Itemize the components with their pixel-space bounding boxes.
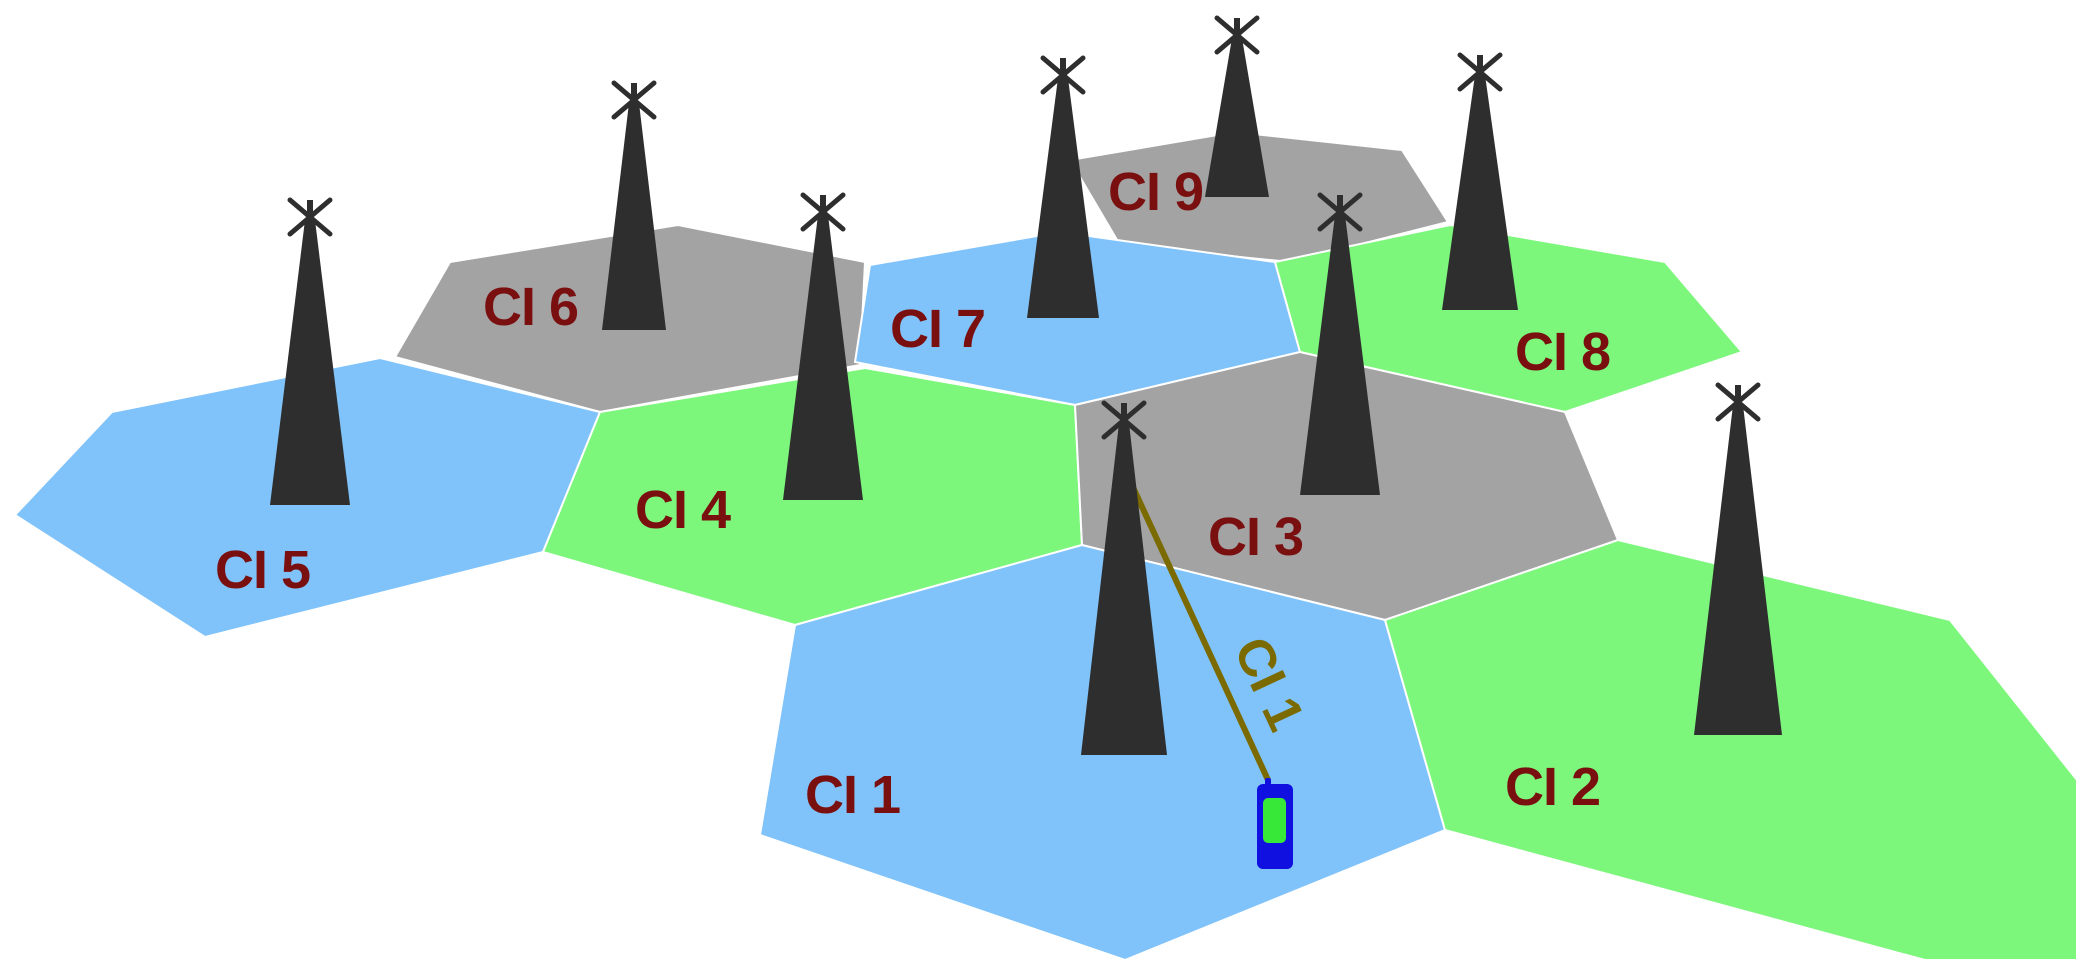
mobile-phone-icon bbox=[1257, 778, 1293, 869]
cell-tower-icon bbox=[270, 197, 350, 505]
cell-tower-icon bbox=[1300, 192, 1380, 495]
cell-label-ci8: CI 8 bbox=[1515, 322, 1610, 382]
cell-ci2 bbox=[1383, 538, 2077, 960]
cell-label-ci6: CI 6 bbox=[483, 277, 578, 337]
cell-tower-icon bbox=[1694, 382, 1782, 735]
cell-tower-icon bbox=[1081, 400, 1167, 755]
cell-tower-icon bbox=[783, 192, 863, 500]
cell-label-ci9: CI 9 bbox=[1108, 162, 1203, 222]
cell-tower-icon bbox=[1442, 52, 1518, 310]
cell-label-ci5: CI 5 bbox=[215, 540, 310, 600]
cell-label-ci3: CI 3 bbox=[1208, 507, 1303, 567]
cell-label-ci4: CI 4 bbox=[635, 480, 731, 540]
serving-link-line bbox=[1122, 468, 1271, 782]
cell-label-ci2: CI 2 bbox=[1505, 757, 1600, 817]
cell-tower-icon bbox=[1027, 55, 1099, 318]
cell-tower-icon bbox=[1205, 15, 1269, 197]
cell-label-ci1: CI 1 bbox=[805, 765, 900, 825]
cell-label-ci7: CI 7 bbox=[890, 299, 985, 359]
cell-tower-icon bbox=[602, 80, 666, 330]
